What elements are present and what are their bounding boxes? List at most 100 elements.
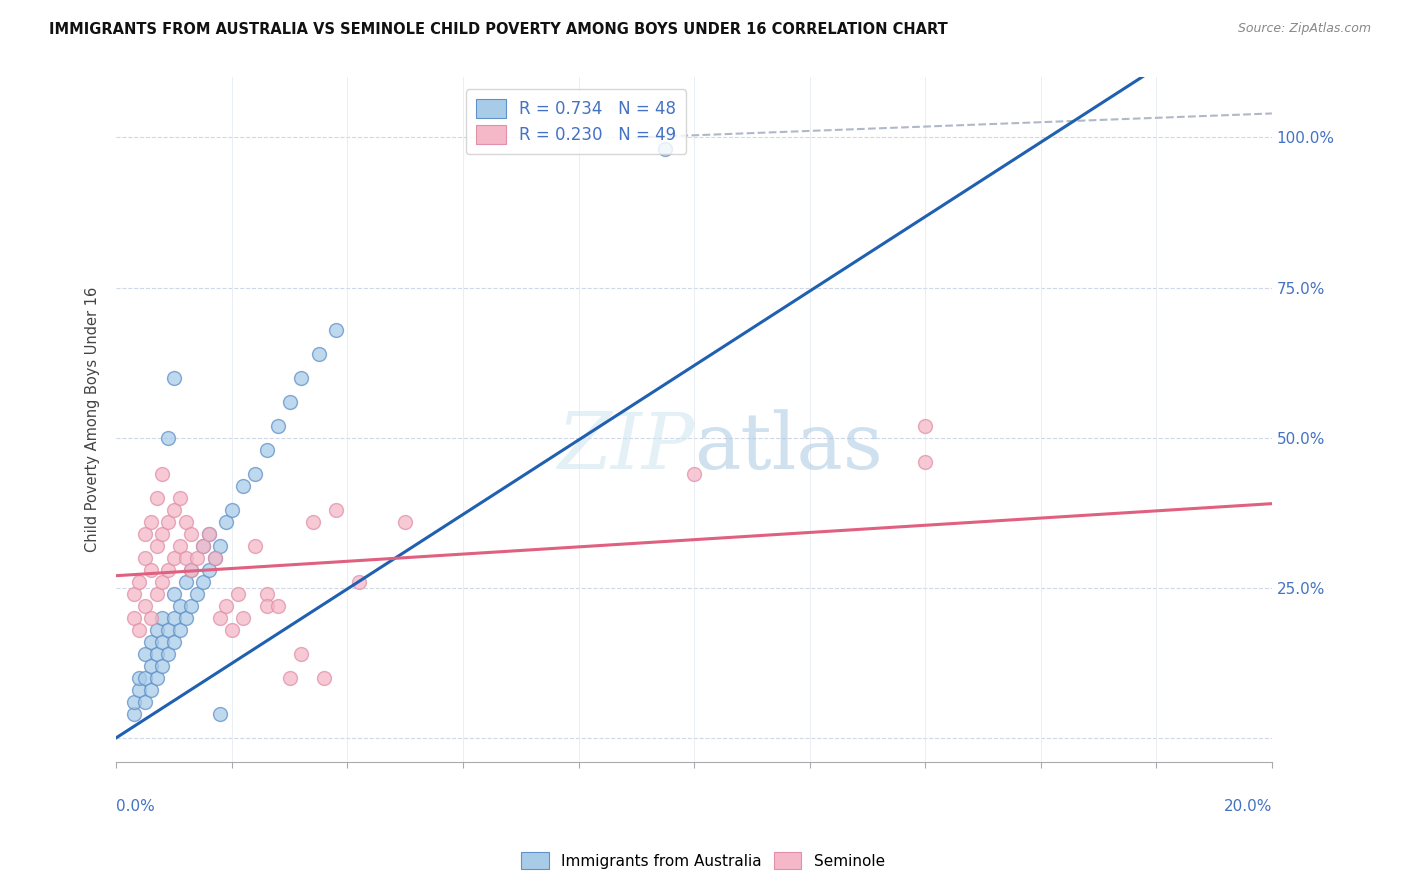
Point (226, 587, 249, 601)
Point (152, 526, 174, 541)
Point (186, 550, 208, 565)
Point (134, 671, 156, 685)
Point (267, 418, 290, 433)
Point (134, 599, 156, 613)
Point (232, 611, 254, 625)
Point (134, 695, 156, 709)
Point (243, 467, 266, 481)
Point (128, 671, 150, 685)
Point (191, 539, 214, 553)
Point (163, 587, 186, 601)
Point (139, 658, 162, 673)
Point (278, 671, 301, 685)
Point (180, 563, 202, 577)
Point (139, 563, 162, 577)
Point (215, 515, 238, 529)
Point (180, 599, 202, 613)
Point (139, 515, 162, 529)
Point (221, 502, 243, 516)
Point (152, 574, 174, 589)
Point (191, 574, 214, 589)
Point (145, 587, 167, 601)
Point (174, 611, 197, 625)
Point (169, 623, 191, 637)
Text: atlas: atlas (695, 409, 883, 485)
Point (256, 442, 278, 457)
Point (128, 682, 150, 697)
Point (290, 647, 312, 661)
Point (174, 550, 197, 565)
Point (256, 599, 278, 613)
Point (180, 563, 202, 577)
Point (163, 634, 186, 648)
Point (290, 370, 312, 384)
Point (209, 706, 232, 721)
Y-axis label: Child Poverty Among Boys Under 16: Child Poverty Among Boys Under 16 (86, 287, 100, 552)
Point (308, 346, 330, 360)
Point (325, 502, 347, 516)
Text: 0.0%: 0.0% (117, 799, 155, 814)
Point (163, 502, 186, 516)
Point (204, 550, 226, 565)
Point (163, 550, 186, 565)
Point (157, 647, 180, 661)
Point (394, 515, 416, 529)
Text: IMMIGRANTS FROM AUSTRALIA VS SEMINOLE CHILD POVERTY AMONG BOYS UNDER 16 CORRELAT: IMMIGRANTS FROM AUSTRALIA VS SEMINOLE CH… (49, 22, 948, 37)
Text: 20.0%: 20.0% (1223, 799, 1272, 814)
Point (197, 563, 219, 577)
Point (169, 599, 191, 613)
Point (139, 634, 162, 648)
Point (157, 563, 180, 577)
Point (169, 539, 191, 553)
Point (145, 623, 167, 637)
Point (243, 539, 266, 553)
Point (157, 431, 180, 445)
Point (122, 695, 145, 709)
Point (683, 467, 706, 481)
Point (139, 611, 162, 625)
Point (134, 550, 156, 565)
Point (204, 550, 226, 565)
Point (914, 455, 936, 469)
Point (654, 143, 676, 157)
Point (152, 467, 174, 481)
Point (145, 539, 167, 553)
Point (128, 574, 150, 589)
Legend: R = 0.734   N = 48, R = 0.230   N = 49: R = 0.734 N = 48, R = 0.230 N = 49 (465, 89, 686, 154)
Point (145, 671, 167, 685)
Point (157, 515, 180, 529)
Point (267, 599, 290, 613)
Point (215, 599, 238, 613)
Point (209, 539, 232, 553)
Point (163, 370, 186, 384)
Point (134, 647, 156, 661)
Point (174, 574, 197, 589)
Point (174, 515, 197, 529)
Point (128, 623, 150, 637)
Point (325, 322, 347, 336)
Point (145, 491, 167, 505)
Point (180, 526, 202, 541)
Point (256, 587, 278, 601)
Point (186, 587, 208, 601)
Point (152, 611, 174, 625)
Point (221, 623, 243, 637)
Legend: Immigrants from Australia, Seminole: Immigrants from Australia, Seminole (515, 846, 891, 875)
Point (145, 647, 167, 661)
Point (122, 587, 145, 601)
Point (152, 634, 174, 648)
Point (314, 671, 336, 685)
Point (232, 478, 254, 492)
Point (197, 526, 219, 541)
Point (163, 611, 186, 625)
Point (301, 515, 323, 529)
Point (134, 526, 156, 541)
Point (139, 682, 162, 697)
Point (197, 526, 219, 541)
Text: Source: ZipAtlas.com: Source: ZipAtlas.com (1237, 22, 1371, 36)
Point (347, 574, 370, 589)
Point (122, 706, 145, 721)
Point (278, 394, 301, 409)
Text: ZIP: ZIP (557, 409, 695, 485)
Point (169, 491, 191, 505)
